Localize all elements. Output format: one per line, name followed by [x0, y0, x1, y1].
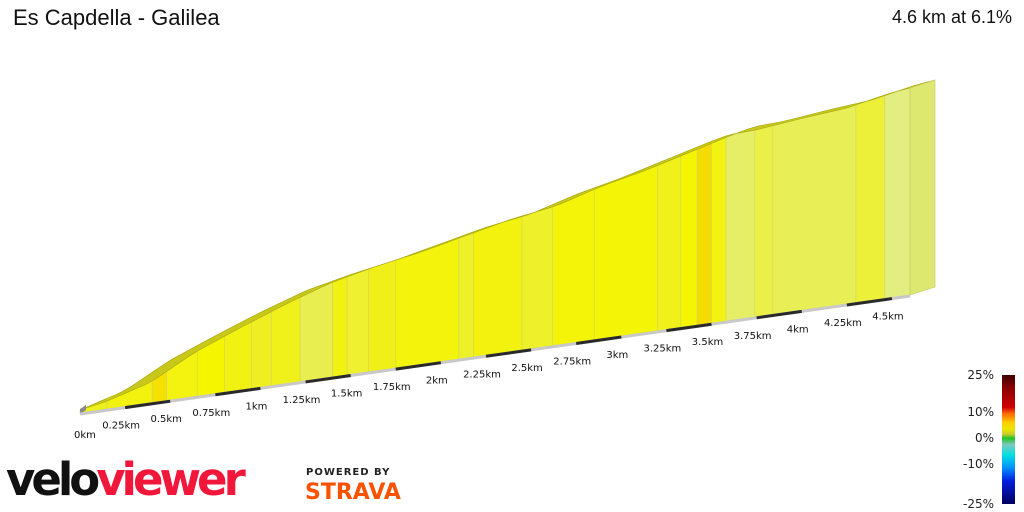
powered-by-label: POWERED BY	[306, 467, 391, 478]
gradient-segment[interactable]	[725, 129, 756, 322]
gradient-color-scale	[1002, 375, 1015, 504]
profile-top-edge	[79, 79, 936, 414]
gradient-segment[interactable]	[473, 216, 523, 358]
climb-summary: 4.6 km at 6.1%	[891, 7, 1012, 27]
gradient-segment[interactable]	[884, 87, 911, 299]
gradient-segment[interactable]	[458, 231, 474, 360]
distance-tick-label: 2.75km	[553, 356, 591, 367]
gradient-segment[interactable]	[680, 146, 698, 328]
page-title: Es Capdella - Galilea	[13, 5, 220, 30]
distance-tick-label: 3km	[606, 350, 628, 361]
legend-label-10: 10%	[967, 405, 994, 419]
distance-tick-label: 2km	[426, 376, 448, 387]
gradient-segment[interactable]	[855, 94, 886, 304]
distance-tick-label: 4.25km	[824, 318, 862, 329]
distance-tick-label: 1km	[245, 401, 267, 412]
distance-tick-label: 3.5km	[692, 337, 723, 348]
gradient-segment[interactable]	[772, 104, 857, 315]
distance-axis	[79, 294, 911, 416]
distance-tick-label: 2.5km	[511, 363, 542, 374]
gradient-segment[interactable]	[346, 268, 369, 376]
gradient-segment[interactable]	[696, 140, 712, 326]
gradient-segment[interactable]	[299, 280, 333, 383]
gradient-segment[interactable]	[368, 259, 397, 373]
gradient-segment[interactable]	[754, 125, 774, 318]
veloviewer-logo[interactable]: veloviewer	[6, 453, 246, 506]
legend-label-min: -25%	[962, 497, 994, 511]
gradient-segment[interactable]	[711, 135, 727, 324]
gradient-segment[interactable]	[552, 187, 595, 347]
distance-tick-label: 0.75km	[192, 408, 230, 419]
distance-tick-labels: 0km 0.25km 0.5km 0.75km 1km 1.25km 1.5km 1.75km…	[74, 312, 904, 441]
strava-logo[interactable]: STRAVA	[305, 480, 401, 505]
profile-segments	[79, 87, 911, 414]
distance-tick-label: 0.25km	[102, 421, 140, 432]
distance-tick-label: 2.25km	[463, 369, 501, 380]
gradient-segment[interactable]	[593, 162, 658, 341]
distance-tick-label: 0km	[74, 430, 96, 441]
legend-label-neg10: -10%	[962, 457, 994, 471]
legend-label-max: 25%	[967, 368, 994, 382]
distance-tick-label: 1.5km	[331, 389, 362, 400]
distance-tick-label: 4km	[787, 324, 809, 335]
distance-tick-label: 0.5km	[150, 414, 181, 425]
distance-tick-label: 1.75km	[373, 382, 411, 393]
gradient-segment[interactable]	[332, 275, 348, 378]
gradient-segment[interactable]	[657, 153, 682, 332]
gradient-segment[interactable]	[521, 204, 554, 351]
distance-tick-label: 3.25km	[644, 344, 682, 355]
distance-tick-label: 1.25km	[283, 395, 321, 406]
legend-label-0: 0%	[974, 431, 994, 445]
distance-tick-label: 3.75km	[734, 331, 772, 342]
distance-tick-label: 4.5km	[872, 312, 903, 323]
